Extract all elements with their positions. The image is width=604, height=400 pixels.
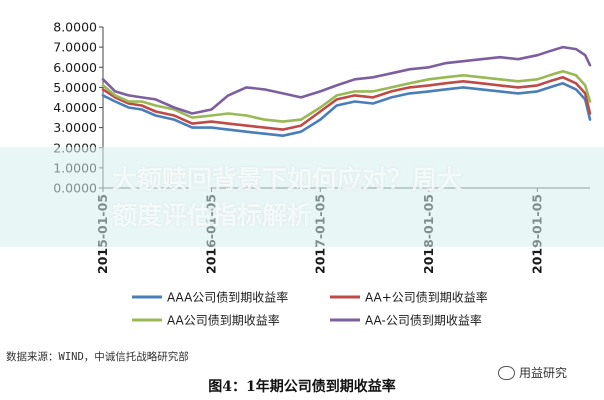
series-line: [101, 70, 592, 123]
y-tick-label: 5.0000: [53, 80, 97, 95]
series-line: [101, 76, 592, 131]
figure-caption: 图4：1年期公司债到期收益率: [208, 379, 396, 395]
legend-label: AA公司债到期收益率: [167, 313, 280, 328]
source-note: 数据来源：WIND，中诚信托战略研究部: [6, 351, 189, 363]
y-tick-label: 6.0000: [53, 60, 97, 75]
series-line: [101, 82, 592, 137]
watermark: 用益研究: [498, 364, 567, 381]
y-tick-label: 3.0000: [53, 120, 97, 135]
legend-label: AAA公司债到期收益率: [167, 290, 288, 305]
overlay-banner: [0, 147, 604, 247]
wechat-icon: [498, 365, 515, 380]
y-tick-label: 4.0000: [53, 100, 97, 115]
legend-label: AA-公司债到期收益率: [365, 313, 482, 328]
series-line: [101, 45, 592, 115]
series-lines: [101, 45, 592, 137]
watermark-text: 用益研究: [519, 366, 568, 380]
y-tick-label: 8.0000: [53, 20, 97, 35]
y-tick-label: 7.0000: [53, 40, 97, 55]
overlay-subheadline: 额度评估指标解析: [112, 201, 313, 230]
overlay-headline: 大额赎回背景下如何应对？周大: [112, 165, 463, 194]
legend: AAA公司债到期收益率 AA+公司债到期收益率 AA公司债到期收益率 AA-公司债到期…: [132, 290, 488, 328]
legend-label: AA+公司债到期收益率: [365, 290, 488, 305]
